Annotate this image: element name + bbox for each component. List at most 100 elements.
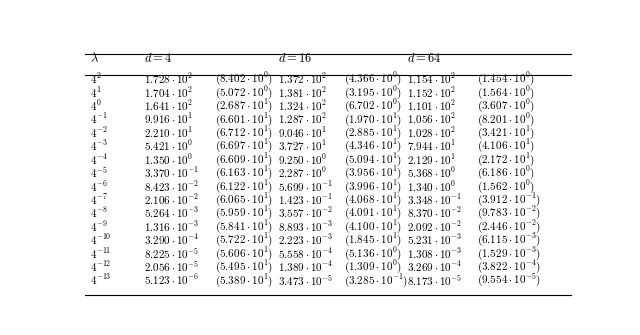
Text: $(6.115 \cdot 10^{-3})$: $(6.115 \cdot 10^{-3})$: [477, 231, 541, 248]
Text: $5.231 \cdot 10^{-3}$: $5.231 \cdot 10^{-3}$: [408, 232, 463, 247]
Text: $(4.346 \cdot 10^{1})$: $(4.346 \cdot 10^{1})$: [344, 137, 402, 154]
Text: $1.704 \cdot 10^{2}$: $1.704 \cdot 10^{2}$: [145, 85, 194, 99]
Text: $1.340 \cdot 10^{0}$: $1.340 \cdot 10^{0}$: [408, 179, 457, 194]
Text: $(9.783 \cdot 10^{-2})$: $(9.783 \cdot 10^{-2})$: [477, 205, 541, 221]
Text: $(6.601 \cdot 10^{1})$: $(6.601 \cdot 10^{1})$: [215, 111, 273, 128]
Text: $(1.529 \cdot 10^{-3})$: $(1.529 \cdot 10^{-3})$: [477, 245, 541, 262]
Text: $(3.912 \cdot 10^{-1})$: $(3.912 \cdot 10^{-1})$: [477, 191, 541, 208]
Text: $1.152 \cdot 10^{2}$: $1.152 \cdot 10^{2}$: [408, 85, 457, 99]
Text: $(1.562 \cdot 10^{0})$: $(1.562 \cdot 10^{0})$: [477, 178, 535, 195]
Text: $4^{-11}$: $4^{-11}$: [90, 246, 111, 261]
Text: $2.223 \cdot 10^{-3}$: $2.223 \cdot 10^{-3}$: [278, 232, 334, 247]
Text: $3.727 \cdot 10^{1}$: $3.727 \cdot 10^{1}$: [278, 139, 328, 153]
Text: $1.728 \cdot 10^{2}$: $1.728 \cdot 10^{2}$: [145, 72, 194, 86]
Text: $1.372 \cdot 10^{2}$: $1.372 \cdot 10^{2}$: [278, 72, 328, 86]
Text: $9.916 \cdot 10^{1}$: $9.916 \cdot 10^{1}$: [145, 112, 194, 126]
Text: $7.944 \cdot 10^{1}$: $7.944 \cdot 10^{1}$: [408, 139, 457, 153]
Text: $2.056 \cdot 10^{-5}$: $2.056 \cdot 10^{-5}$: [145, 259, 200, 274]
Text: $8.423 \cdot 10^{-2}$: $8.423 \cdot 10^{-2}$: [145, 179, 200, 194]
Text: $8.893 \cdot 10^{-3}$: $8.893 \cdot 10^{-3}$: [278, 219, 334, 234]
Text: $(4.091 \cdot 10^{1})$: $(4.091 \cdot 10^{1})$: [344, 205, 402, 221]
Text: $3.473 \cdot 10^{-5}$: $3.473 \cdot 10^{-5}$: [278, 273, 334, 287]
Text: $1.423 \cdot 10^{-1}$: $1.423 \cdot 10^{-1}$: [278, 192, 333, 207]
Text: $8.225 \cdot 10^{-5}$: $8.225 \cdot 10^{-5}$: [145, 246, 200, 261]
Text: $1.308 \cdot 10^{-3}$: $1.308 \cdot 10^{-3}$: [408, 246, 463, 261]
Text: $1.056 \cdot 10^{2}$: $1.056 \cdot 10^{2}$: [408, 112, 457, 126]
Text: $(5.722 \cdot 10^{1})$: $(5.722 \cdot 10^{1})$: [215, 231, 273, 248]
Text: $(4.068 \cdot 10^{1})$: $(4.068 \cdot 10^{1})$: [344, 191, 402, 208]
Text: $(6.702 \cdot 10^{0})$: $(6.702 \cdot 10^{0})$: [344, 97, 402, 114]
Text: $4^{-3}$: $4^{-3}$: [90, 139, 108, 153]
Text: $5.123 \cdot 10^{-6}$: $5.123 \cdot 10^{-6}$: [145, 273, 200, 287]
Text: $8.173 \cdot 10^{-5}$: $8.173 \cdot 10^{-5}$: [408, 273, 463, 287]
Text: $4^{0}$: $4^{0}$: [90, 98, 102, 113]
Text: $4^{-1}$: $4^{-1}$: [90, 112, 108, 126]
Text: $(5.072 \cdot 10^{0})$: $(5.072 \cdot 10^{0})$: [215, 84, 273, 101]
Text: $(5.841 \cdot 10^{1})$: $(5.841 \cdot 10^{1})$: [215, 218, 273, 235]
Text: $9.250 \cdot 10^{0}$: $9.250 \cdot 10^{0}$: [278, 152, 328, 167]
Text: $(5.959 \cdot 10^{1})$: $(5.959 \cdot 10^{1})$: [215, 205, 273, 221]
Text: $(3.996 \cdot 10^{1})$: $(3.996 \cdot 10^{1})$: [344, 178, 402, 195]
Text: $(4.100 \cdot 10^{1})$: $(4.100 \cdot 10^{1})$: [344, 218, 402, 235]
Text: $5.368 \cdot 10^{0}$: $5.368 \cdot 10^{0}$: [408, 165, 457, 180]
Text: $1.389 \cdot 10^{-4}$: $1.389 \cdot 10^{-4}$: [278, 259, 334, 274]
Text: $d = 4$: $d = 4$: [145, 52, 173, 65]
Text: $4^{-12}$: $4^{-12}$: [90, 259, 111, 274]
Text: $\lambda$: $\lambda$: [90, 52, 99, 65]
Text: $(1.970 \cdot 10^{1})$: $(1.970 \cdot 10^{1})$: [344, 111, 402, 128]
Text: $(1.309 \cdot 10^{0})$: $(1.309 \cdot 10^{0})$: [344, 258, 402, 275]
Text: $(5.495 \cdot 10^{1})$: $(5.495 \cdot 10^{1})$: [215, 258, 273, 275]
Text: $4^{-2}$: $4^{-2}$: [90, 125, 108, 140]
Text: $4^{-5}$: $4^{-5}$: [90, 165, 108, 180]
Text: $(5.136 \cdot 10^{0})$: $(5.136 \cdot 10^{0})$: [344, 245, 402, 262]
Text: $(5.389 \cdot 10^{1})$: $(5.389 \cdot 10^{1})$: [215, 272, 273, 288]
Text: $(2.885 \cdot 10^{1})$: $(2.885 \cdot 10^{1})$: [344, 124, 402, 141]
Text: $3.370 \cdot 10^{-1}$: $3.370 \cdot 10^{-1}$: [145, 165, 200, 180]
Text: $(1.845 \cdot 10^{1})$: $(1.845 \cdot 10^{1})$: [344, 231, 402, 248]
Text: $(2.687 \cdot 10^{1})$: $(2.687 \cdot 10^{1})$: [215, 97, 273, 114]
Text: $(3.822 \cdot 10^{-4})$: $(3.822 \cdot 10^{-4})$: [477, 258, 541, 275]
Text: $2.106 \cdot 10^{-2}$: $2.106 \cdot 10^{-2}$: [145, 192, 200, 207]
Text: $4^{-9}$: $4^{-9}$: [90, 219, 108, 234]
Text: $8.370 \cdot 10^{-2}$: $8.370 \cdot 10^{-2}$: [408, 206, 463, 220]
Text: $4^{2}$: $4^{2}$: [90, 72, 101, 86]
Text: $d = 16$: $d = 16$: [278, 52, 313, 65]
Text: $(5.606 \cdot 10^{1})$: $(5.606 \cdot 10^{1})$: [215, 245, 273, 262]
Text: $(3.195 \cdot 10^{0})$: $(3.195 \cdot 10^{0})$: [344, 84, 402, 101]
Text: $4^{-7}$: $4^{-7}$: [90, 192, 108, 207]
Text: $(6.609 \cdot 10^{1})$: $(6.609 \cdot 10^{1})$: [215, 151, 273, 168]
Text: $1.028 \cdot 10^{2}$: $1.028 \cdot 10^{2}$: [408, 125, 457, 140]
Text: $4^{1}$: $4^{1}$: [90, 85, 101, 99]
Text: $1.381 \cdot 10^{2}$: $1.381 \cdot 10^{2}$: [278, 85, 328, 99]
Text: $1.316 \cdot 10^{-3}$: $1.316 \cdot 10^{-3}$: [145, 219, 200, 234]
Text: $5.421 \cdot 10^{0}$: $5.421 \cdot 10^{0}$: [145, 139, 194, 153]
Text: $1.350 \cdot 10^{0}$: $1.350 \cdot 10^{0}$: [145, 152, 194, 167]
Text: $(6.122 \cdot 10^{1})$: $(6.122 \cdot 10^{1})$: [215, 178, 273, 195]
Text: $1.101 \cdot 10^{2}$: $1.101 \cdot 10^{2}$: [408, 98, 457, 113]
Text: $5.264 \cdot 10^{-3}$: $5.264 \cdot 10^{-3}$: [145, 206, 200, 220]
Text: $(6.065 \cdot 10^{1})$: $(6.065 \cdot 10^{1})$: [215, 191, 273, 208]
Text: $1.324 \cdot 10^{2}$: $1.324 \cdot 10^{2}$: [278, 98, 328, 113]
Text: $d = 64$: $d = 64$: [408, 52, 442, 65]
Text: $(6.186 \cdot 10^{0})$: $(6.186 \cdot 10^{0})$: [477, 164, 535, 181]
Text: $2.210 \cdot 10^{1}$: $2.210 \cdot 10^{1}$: [145, 125, 194, 140]
Text: $1.154 \cdot 10^{2}$: $1.154 \cdot 10^{2}$: [408, 72, 457, 86]
Text: $1.641 \cdot 10^{2}$: $1.641 \cdot 10^{2}$: [145, 98, 194, 113]
Text: $(3.285 \cdot 10^{-1})$: $(3.285 \cdot 10^{-1})$: [344, 272, 408, 288]
Text: $(6.697 \cdot 10^{1})$: $(6.697 \cdot 10^{1})$: [215, 137, 273, 154]
Text: $(5.094 \cdot 10^{1})$: $(5.094 \cdot 10^{1})$: [344, 151, 402, 168]
Text: $5.558 \cdot 10^{-4}$: $5.558 \cdot 10^{-4}$: [278, 246, 334, 261]
Text: $3.290 \cdot 10^{-4}$: $3.290 \cdot 10^{-4}$: [145, 232, 200, 247]
Text: $2.129 \cdot 10^{1}$: $2.129 \cdot 10^{1}$: [408, 152, 457, 167]
Text: $(3.421 \cdot 10^{1})$: $(3.421 \cdot 10^{1})$: [477, 124, 535, 141]
Text: $1.287 \cdot 10^{2}$: $1.287 \cdot 10^{2}$: [278, 112, 328, 126]
Text: $(2.172 \cdot 10^{1})$: $(2.172 \cdot 10^{1})$: [477, 151, 535, 168]
Text: $(8.201 \cdot 10^{0})$: $(8.201 \cdot 10^{0})$: [477, 111, 535, 128]
Text: $(3.607 \cdot 10^{0})$: $(3.607 \cdot 10^{0})$: [477, 97, 535, 114]
Text: $4^{-10}$: $4^{-10}$: [90, 232, 111, 247]
Text: $(1.454 \cdot 10^{0})$: $(1.454 \cdot 10^{0})$: [477, 70, 535, 87]
Text: $(6.163 \cdot 10^{1})$: $(6.163 \cdot 10^{1})$: [215, 164, 273, 181]
Text: $(3.956 \cdot 10^{1})$: $(3.956 \cdot 10^{1})$: [344, 164, 402, 181]
Text: $4^{-13}$: $4^{-13}$: [90, 273, 111, 287]
Text: $(2.446 \cdot 10^{-2})$: $(2.446 \cdot 10^{-2})$: [477, 218, 541, 235]
